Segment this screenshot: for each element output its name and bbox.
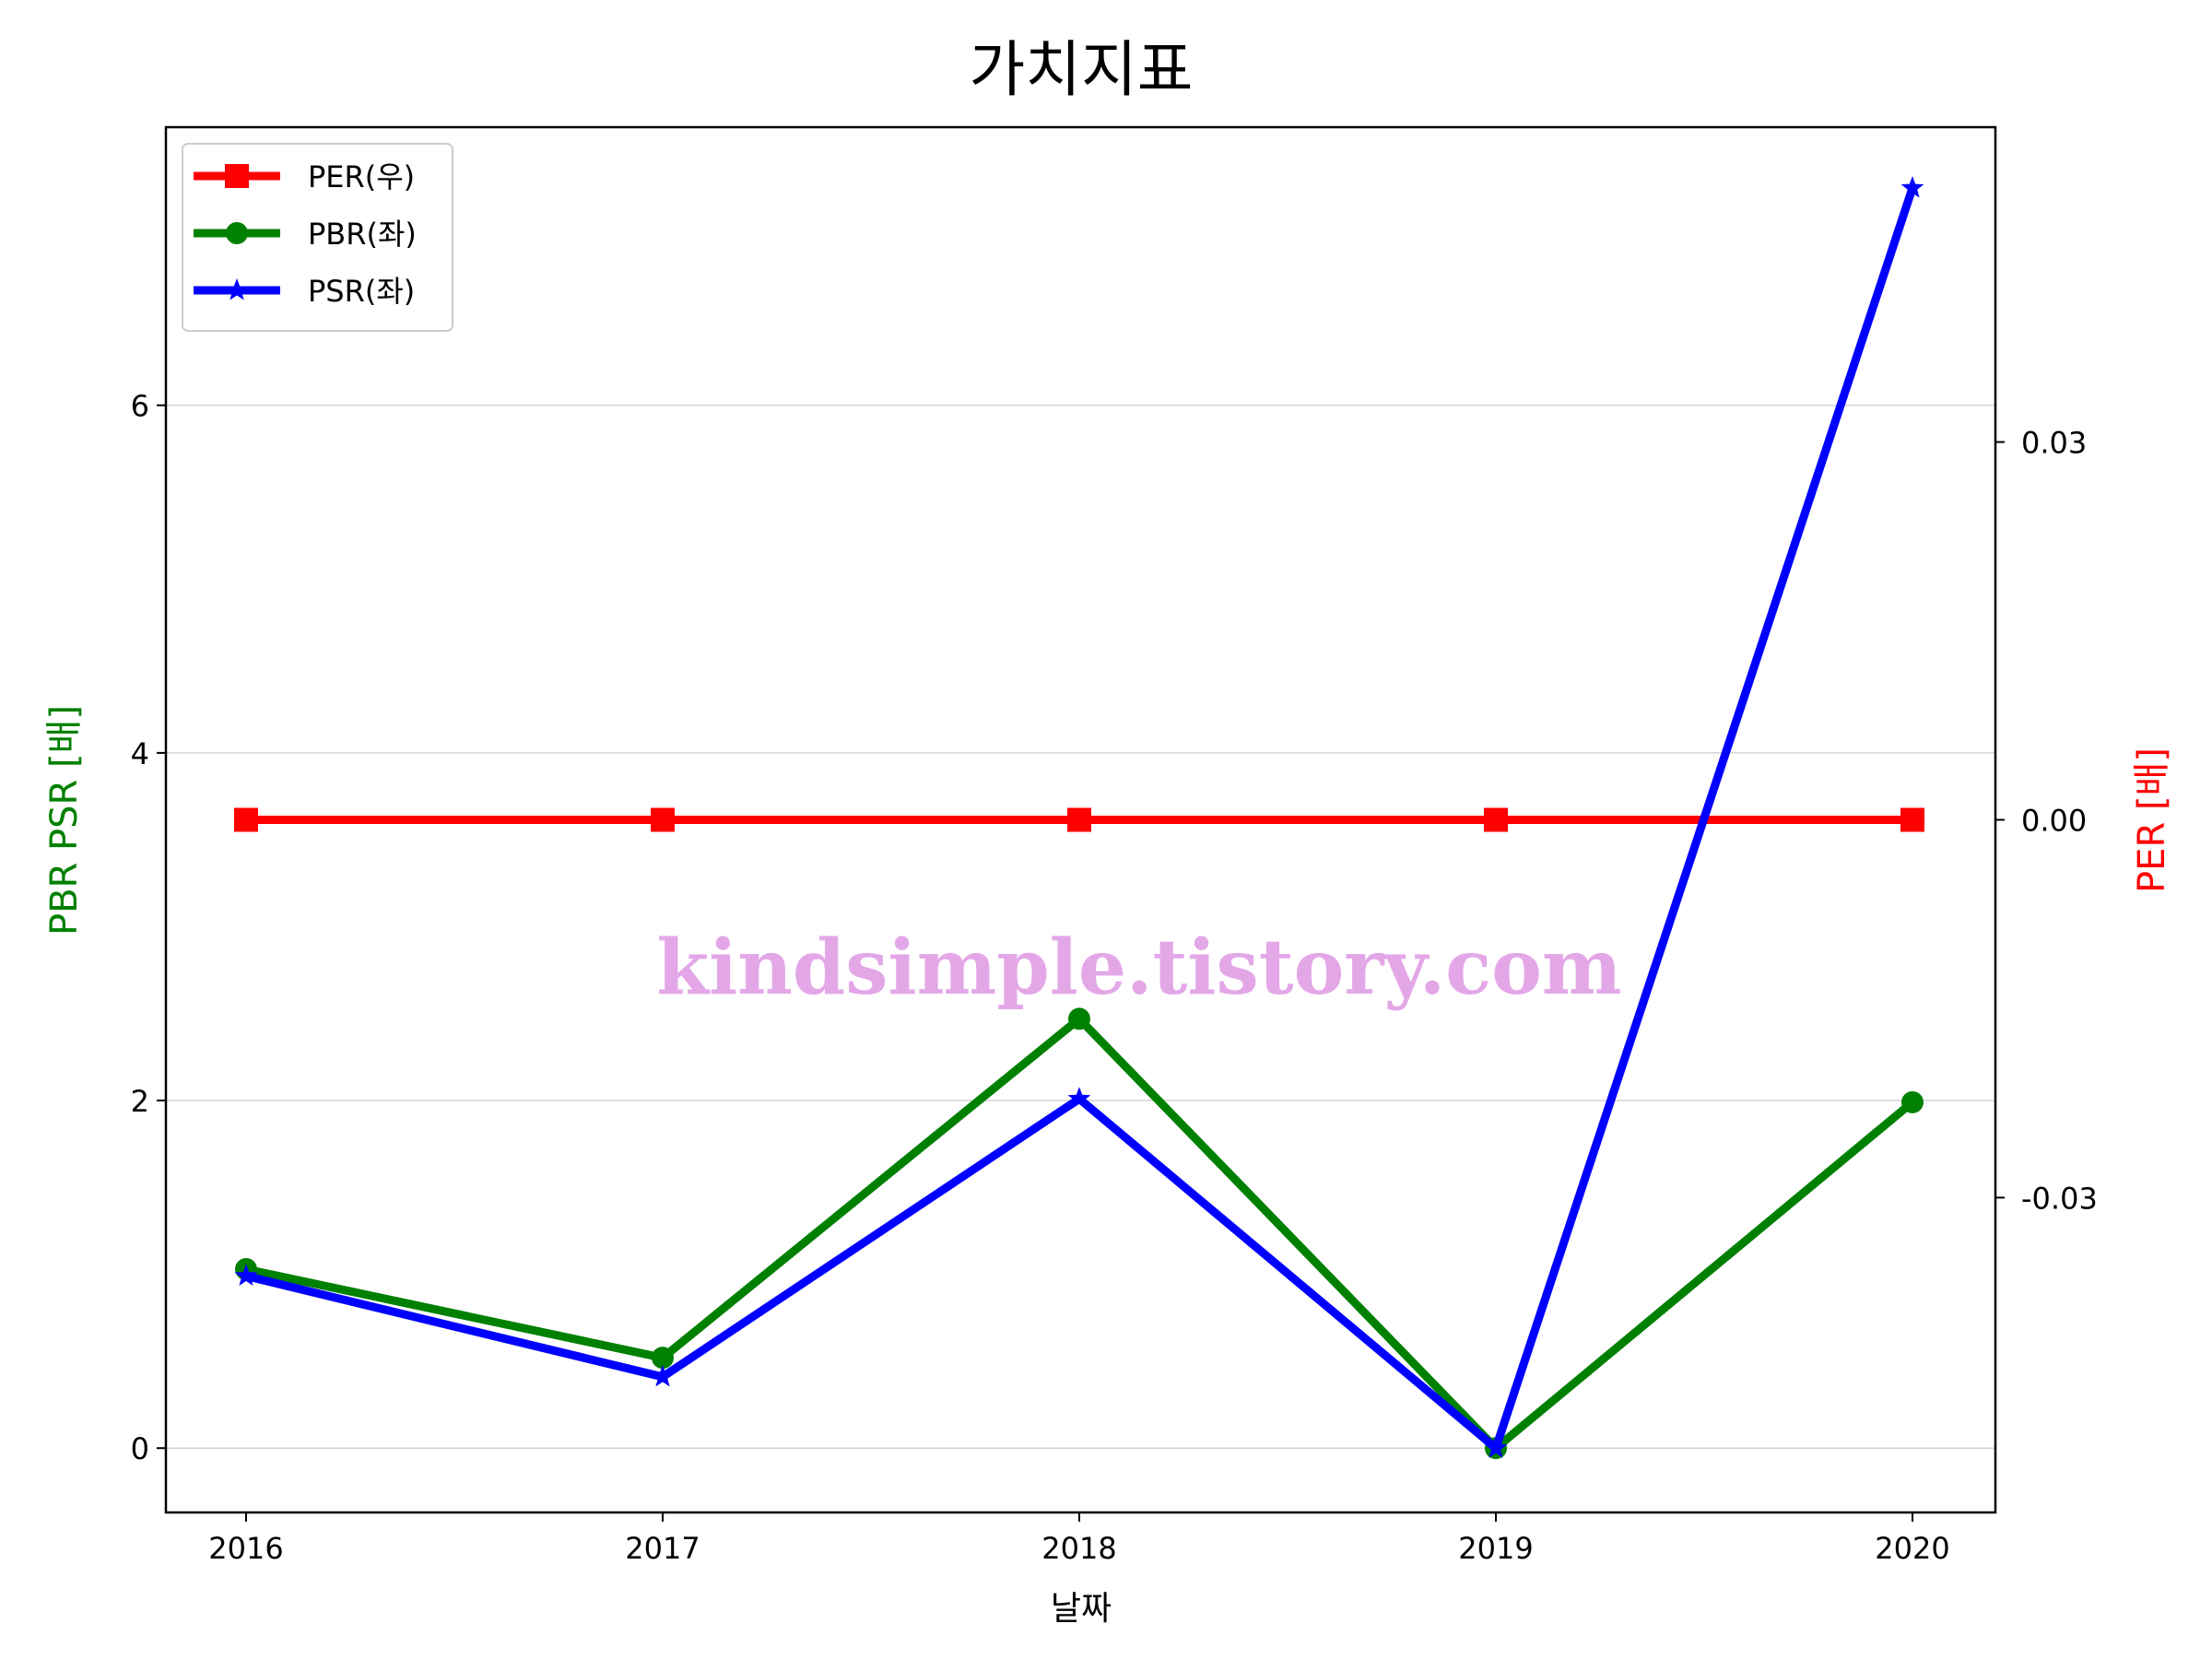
- left-y-axis: 0 2 4 6: [131, 389, 166, 1466]
- data-point: [651, 807, 675, 832]
- data-point: [234, 1264, 258, 1286]
- x-axis-label: 날짜: [1051, 1590, 1112, 1628]
- right-y-axis: -0.03 0.00 0.03: [1995, 426, 2098, 1216]
- data-point: [1901, 1090, 1924, 1113]
- data-point: [1484, 1436, 1508, 1458]
- x-tick-label: 2019: [1458, 1531, 1533, 1566]
- grid-lines: [166, 404, 1995, 1449]
- legend-item: PBR(좌): [194, 217, 417, 252]
- legend-item: PSR(좌): [194, 274, 415, 309]
- x-tick-label: 2018: [1041, 1531, 1116, 1566]
- left-y-axis-label: PBR PSR [배]: [43, 705, 86, 935]
- data-point: [1484, 807, 1508, 832]
- right-tick-label: -0.03: [2021, 1181, 2098, 1216]
- legend-swatch-marker: [226, 222, 248, 244]
- data-point: [1900, 176, 1924, 198]
- data-point: [652, 1347, 674, 1370]
- series-square: [234, 807, 1924, 832]
- left-tick-label: 0: [131, 1431, 149, 1466]
- series-layer: [234, 176, 1924, 1460]
- left-tick-label: 4: [131, 736, 149, 771]
- x-tick-label: 2017: [625, 1531, 700, 1566]
- data-point: [234, 807, 258, 832]
- series-line: [245, 1014, 1915, 1453]
- legend-label: PER(우): [308, 159, 415, 194]
- chart-title: 가치지표: [970, 34, 1194, 105]
- series-star: [234, 176, 1924, 1458]
- right-y-axis-label: PER [배]: [2131, 747, 2173, 893]
- x-tick-label: 2016: [208, 1531, 283, 1566]
- right-tick-label: 0.03: [2021, 426, 2087, 461]
- legend: PER(우) PBR(좌) PSR(좌): [182, 143, 453, 332]
- legend-label: PSR(좌): [308, 274, 415, 309]
- watermark: kindsimple.tistory.com: [656, 924, 1621, 1012]
- legend-swatch-marker: [225, 278, 249, 300]
- left-tick-label: 6: [131, 389, 149, 424]
- left-tick-label: 2: [131, 1084, 149, 1119]
- x-axis: 2016 2017 2018 2019 2020: [208, 1512, 1950, 1566]
- data-point: [1067, 1087, 1091, 1109]
- series-circle: [235, 1007, 1924, 1460]
- right-tick-label: 0.00: [2021, 804, 2087, 839]
- legend-swatch-marker: [225, 164, 249, 188]
- data-point: [651, 1364, 675, 1387]
- data-point: [1068, 1007, 1090, 1030]
- data-point: [1067, 807, 1091, 832]
- legend-item: PER(우): [194, 159, 415, 194]
- data-point: [1900, 807, 1924, 832]
- legend-box: [182, 143, 453, 332]
- x-tick-label: 2020: [1875, 1531, 1949, 1566]
- legend-label: PBR(좌): [308, 217, 417, 252]
